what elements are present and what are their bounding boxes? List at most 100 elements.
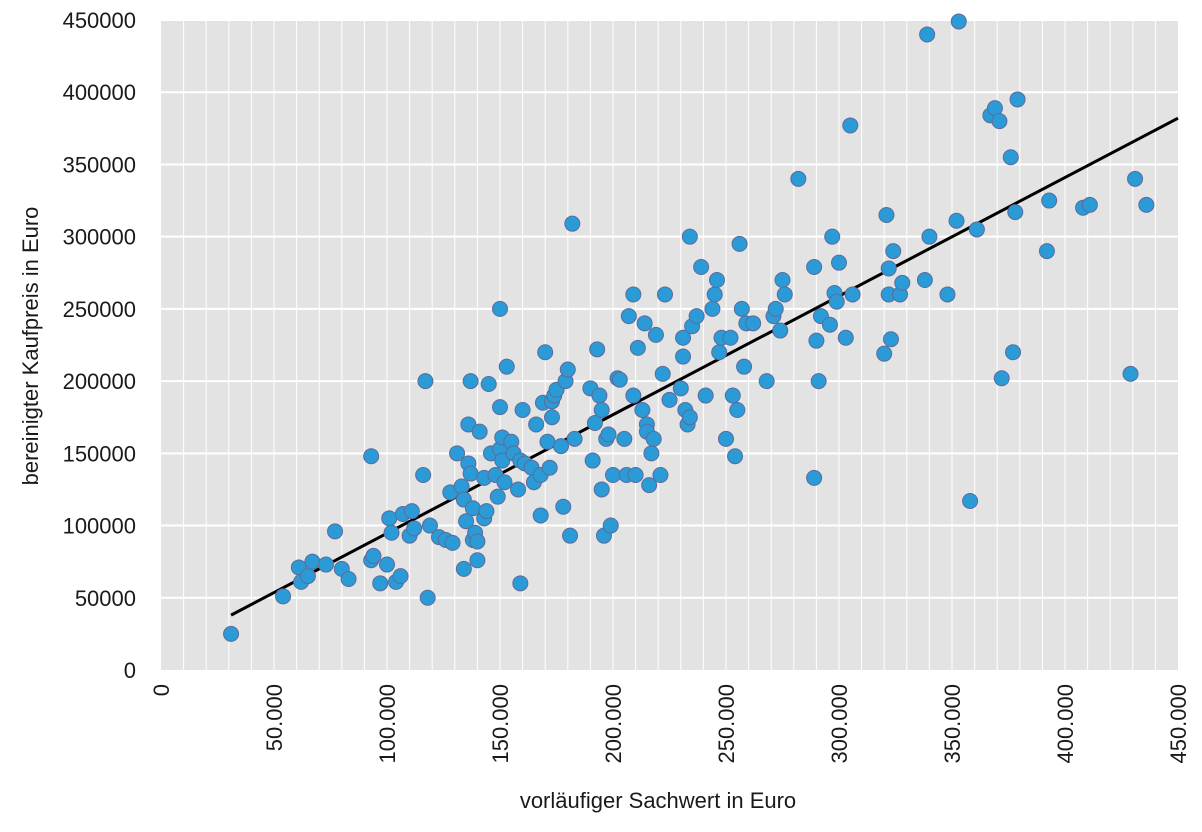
data-point [939,286,956,303]
data-point [492,300,508,317]
x-axis-title: vorläufiger Sachwert in Euro [520,788,796,813]
y-tick-label: 0 [124,658,136,683]
data-point [605,467,621,483]
data-point [496,474,513,491]
data-point [711,344,728,361]
data-point [625,286,642,303]
data-point [885,243,902,260]
data-point [1005,344,1022,361]
data-point [1038,243,1055,260]
data-point [962,493,979,509]
data-point [672,380,689,397]
data-point [510,481,527,498]
data-point [602,517,619,534]
data-point [611,371,628,388]
data-point [453,478,470,495]
data-point [808,332,825,349]
data-point [392,568,409,585]
data-point [299,568,316,585]
y-tick-label: 200000 [63,369,136,394]
y-axis-title: bereinigter Kaufpreis in Euro [18,207,43,486]
data-point [1009,91,1026,108]
data-point [589,341,606,358]
data-point [948,212,965,229]
y-tick-label: 300000 [63,225,136,250]
data-point [1122,365,1139,382]
data-point [625,387,642,404]
data-point [406,520,423,537]
data-point [478,503,495,520]
data-point [340,571,357,587]
data-point [494,452,511,469]
data-point [469,533,486,550]
data-point [722,329,739,346]
data-point [806,259,823,275]
data-point [681,409,698,426]
x-axis-tick-labels: 0 50.000 100.000 150.000 200.000 250.000 300.0… [149,684,1191,764]
data-point [688,308,705,325]
data-point [403,503,420,520]
data-point [528,416,545,433]
data-point [383,524,400,541]
data-point [593,402,610,418]
data-point [991,113,1008,130]
data-point [675,329,692,346]
data-point [381,510,398,527]
grid [161,19,1178,670]
data-point [541,459,558,476]
data-point [828,293,845,310]
data-point [379,556,395,573]
data-point [894,274,911,291]
data-point [654,365,671,382]
data-point [421,517,438,534]
data-point [275,588,292,605]
y-tick-label: 350000 [63,152,136,177]
y-tick-label: 400000 [63,80,136,105]
data-point [842,117,859,134]
data-point [1007,204,1024,221]
data-point [656,286,673,303]
data-point [317,556,334,573]
x-tick-label: 150.000 [488,684,513,764]
data-point [736,358,753,375]
data-point [950,13,967,30]
data-point [455,560,472,577]
data-point [415,467,432,483]
data-point [460,416,477,433]
data-point [365,547,382,564]
data-point [776,286,793,303]
data-point [584,452,601,469]
data-point [647,326,664,343]
data-point [731,235,748,252]
data-point [880,260,897,277]
y-tick-label: 250000 [63,297,136,322]
x-tick-label: 200.000 [601,684,626,764]
data-point [537,344,554,361]
data-point [733,300,750,317]
data-point [643,445,660,462]
data-point [559,361,576,378]
data-point [372,575,389,592]
data-point [681,228,698,245]
data-point [652,467,669,483]
y-tick-label: 450000 [63,8,136,33]
data-point [882,331,899,348]
data-point [675,348,692,365]
data-point [729,402,746,418]
y-tick-label: 50000 [75,586,136,611]
data-point [593,481,610,498]
y-tick-label: 100000 [63,514,136,539]
x-tick-label: 450.000 [1166,684,1191,764]
data-point [831,254,847,271]
data-point [616,430,633,447]
data-point [223,625,240,642]
data-point [708,272,725,288]
data-point [876,345,893,362]
x-tick-label: 50.000 [262,684,287,751]
data-point [539,433,556,450]
data-point [767,300,784,317]
data-point [564,215,581,232]
x-tick-label: 100.000 [375,684,400,764]
data-point [462,373,479,390]
